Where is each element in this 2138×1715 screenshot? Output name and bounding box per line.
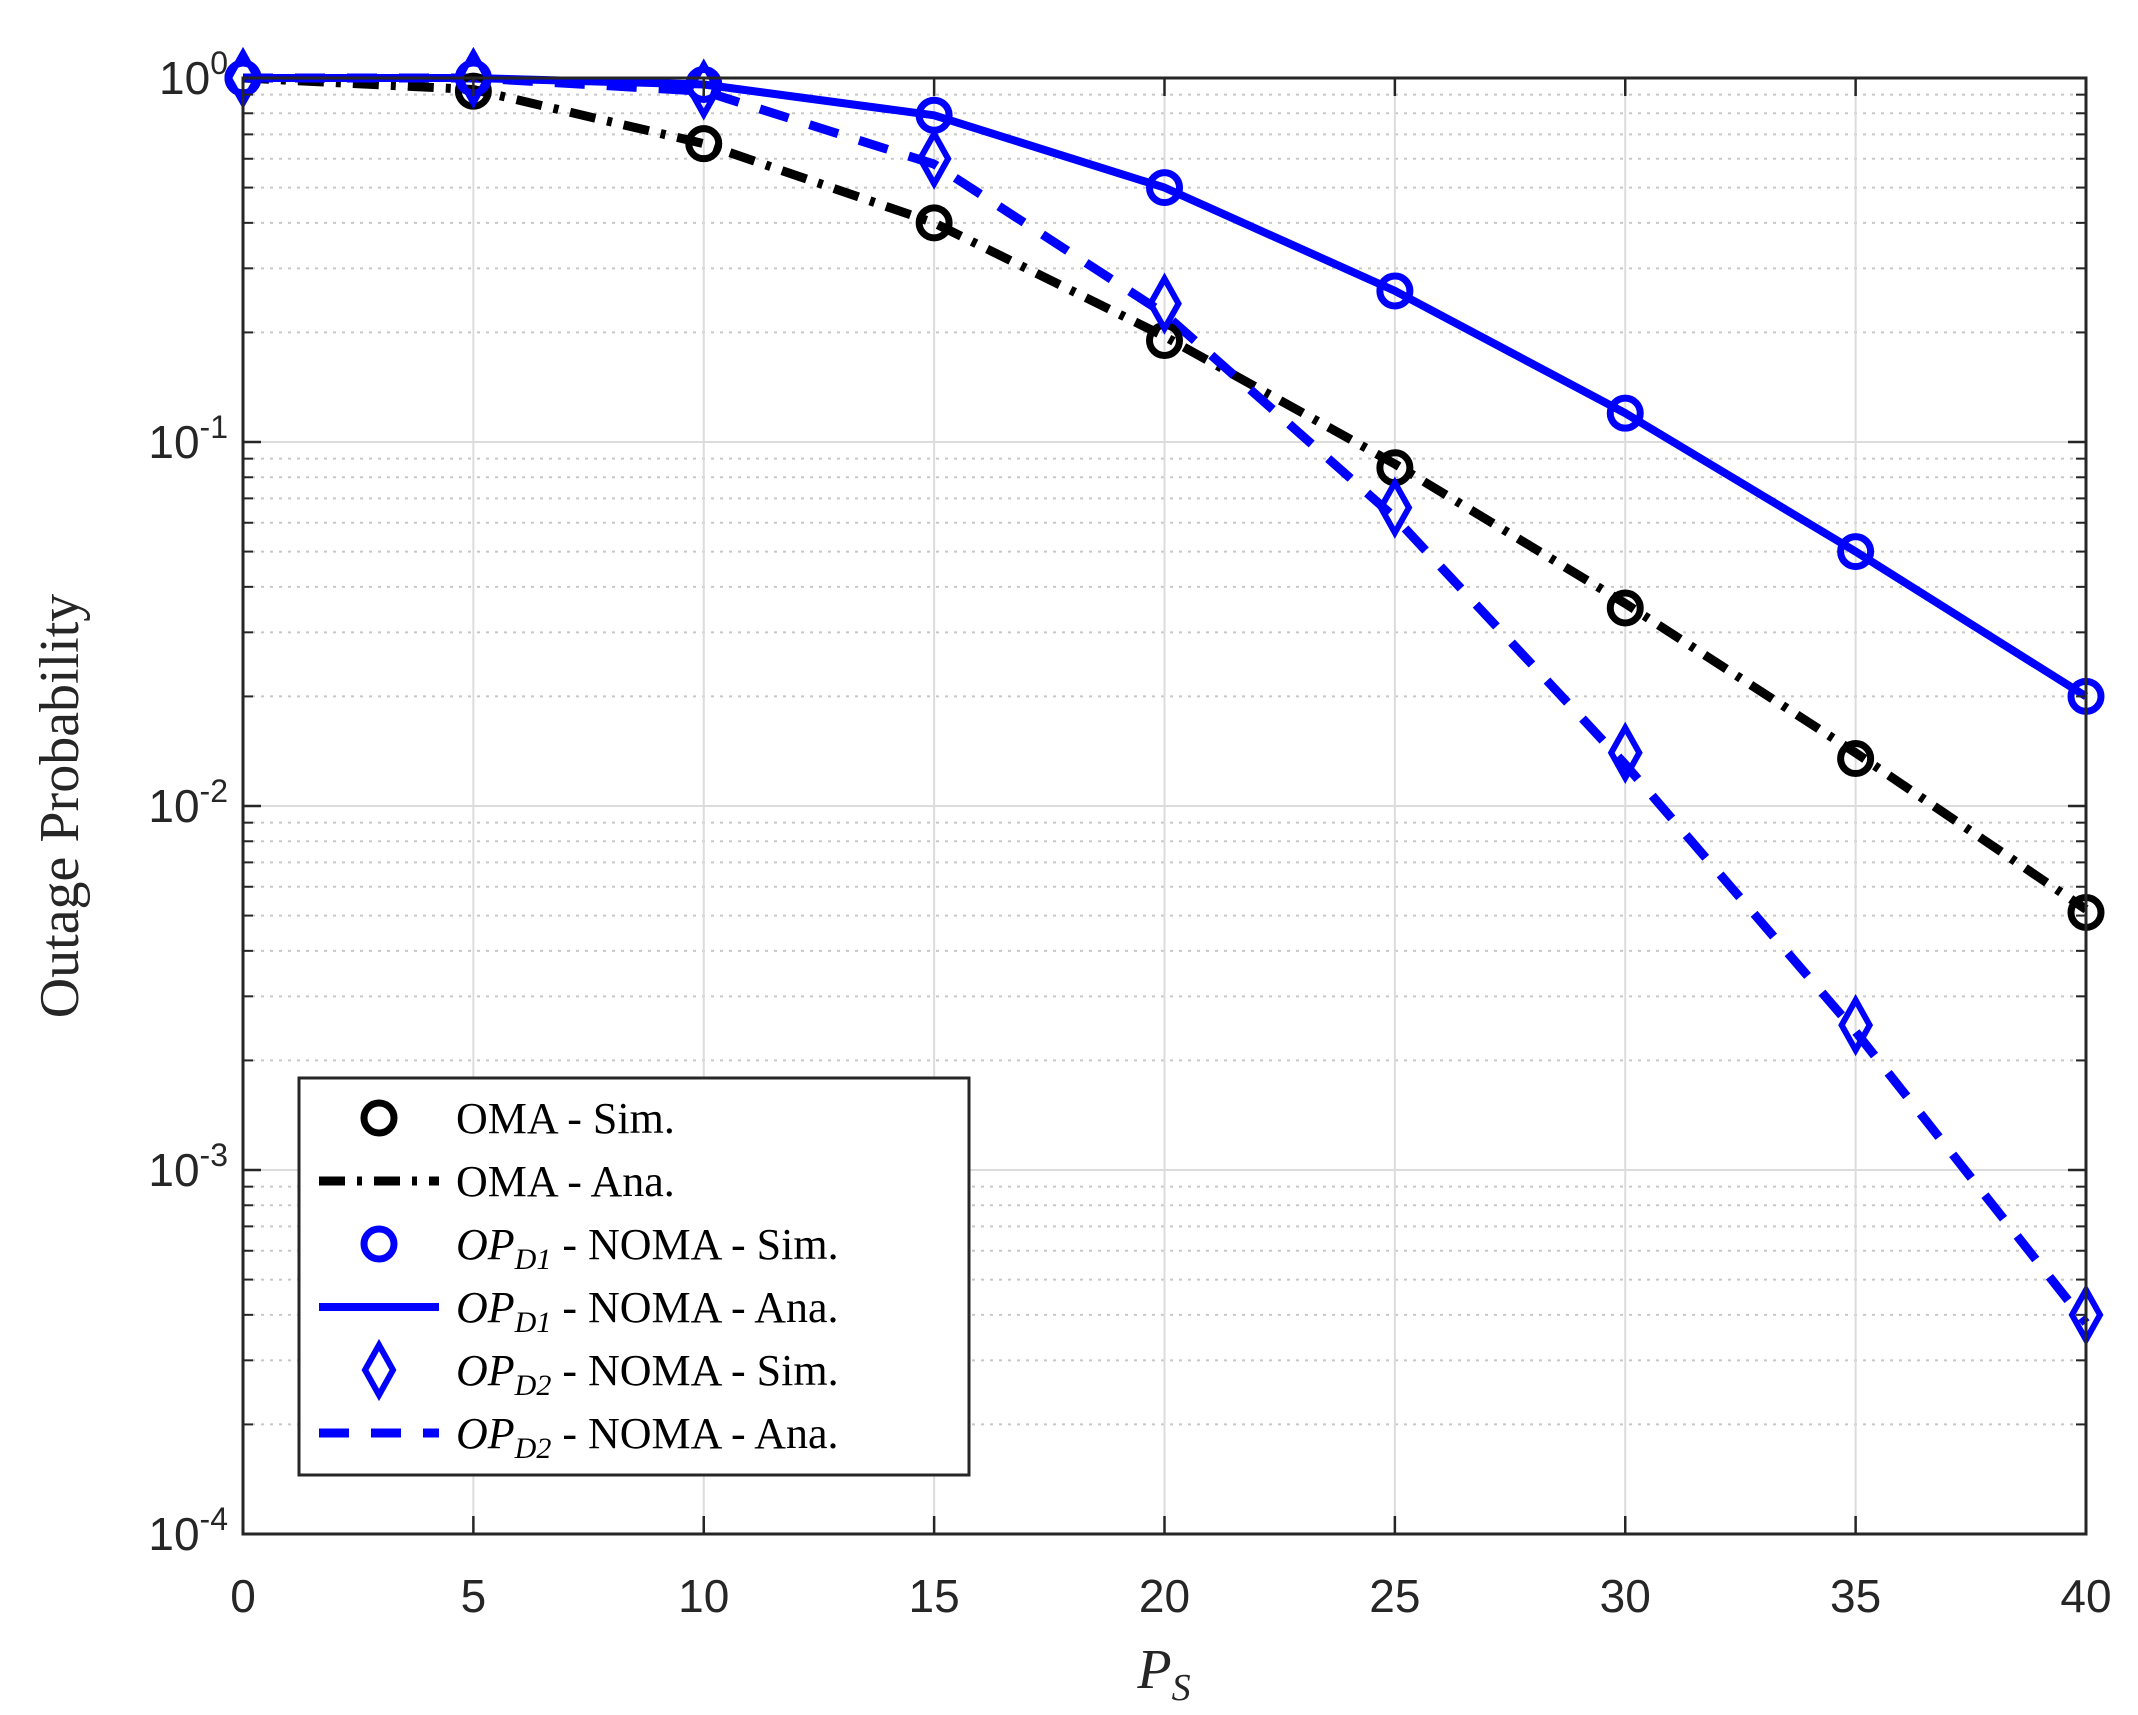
legend-marker-2 bbox=[360, 1225, 398, 1263]
legend-label-op: OP bbox=[456, 1409, 515, 1458]
y-tick-base: 10 bbox=[148, 416, 199, 468]
legend-label-rest: - NOMA - Ana. bbox=[551, 1409, 838, 1458]
legend-label-rest: - NOMA - Ana. bbox=[551, 1283, 838, 1332]
series-4-marker bbox=[916, 127, 952, 190]
legend-label-2: OPD1 - NOMA - Sim. bbox=[456, 1220, 839, 1276]
axis-labels: Outage Probability PS bbox=[29, 594, 1191, 1709]
y-tick-base: 10 bbox=[148, 780, 199, 832]
y-tick-label: 10-4 bbox=[148, 1501, 228, 1560]
y-tick-label: 10-3 bbox=[148, 1137, 228, 1196]
series-2-marker bbox=[1837, 533, 1875, 571]
y-tick-label: 10-2 bbox=[148, 773, 228, 832]
legend-label-subscript: D1 bbox=[514, 1306, 552, 1339]
y-tick-exponent: -3 bbox=[200, 1137, 228, 1173]
legend-label-subscript: D2 bbox=[514, 1369, 552, 1402]
series-line-3 bbox=[243, 74, 2089, 700]
legend-label-subscript: D2 bbox=[514, 1432, 552, 1465]
legend-label-op: OP bbox=[456, 1220, 515, 1269]
y-tick-exponent: -1 bbox=[200, 409, 228, 445]
legend-label-0: OMA - Sim. bbox=[456, 1094, 675, 1143]
legend-label-op: OP bbox=[456, 1283, 515, 1332]
series-0-marker bbox=[1837, 740, 1875, 778]
series-4-marker bbox=[455, 46, 491, 110]
x-tick-label: 15 bbox=[909, 1570, 960, 1622]
x-tick-label: 30 bbox=[1600, 1570, 1651, 1622]
series-0-marker bbox=[685, 125, 723, 163]
series-4-marker bbox=[1377, 476, 1413, 539]
legend-label-rest: - NOMA - Sim. bbox=[551, 1220, 838, 1269]
x-tick-label: 0 bbox=[230, 1570, 256, 1622]
legend-label-subscript: D1 bbox=[514, 1243, 552, 1276]
series-4-marker bbox=[1147, 272, 1182, 335]
x-axis-label: PS bbox=[1136, 1639, 1190, 1709]
legend-marker-0 bbox=[360, 1099, 398, 1137]
y-tick-exponent: 0 bbox=[210, 45, 228, 81]
y-axis-label: Outage Probability bbox=[29, 594, 91, 1019]
y-tick-label: 100 bbox=[159, 45, 228, 104]
legend: OMA - Sim.OMA - Ana.OPD1 - NOMA - Sim.OP… bbox=[297, 1076, 971, 1477]
legend-label-4: OPD2 - NOMA - Sim. bbox=[456, 1346, 839, 1402]
legend-marker-4 bbox=[361, 1338, 397, 1402]
series-2-marker bbox=[1146, 169, 1183, 207]
legend-label-3: OPD1 - NOMA - Ana. bbox=[456, 1283, 839, 1339]
series-4-marker bbox=[1838, 994, 1874, 1057]
series-2-marker bbox=[1606, 394, 1644, 432]
series-2-marker bbox=[1376, 272, 1414, 310]
x-tick-label: 40 bbox=[2060, 1570, 2111, 1622]
legend-label-rest: - NOMA - Sim. bbox=[551, 1346, 838, 1395]
legend-label-op: OP bbox=[456, 1346, 515, 1395]
y-tick-base: 10 bbox=[148, 1508, 199, 1560]
x-tick-label: 5 bbox=[461, 1570, 487, 1622]
legend-box bbox=[297, 1076, 971, 1477]
y-tick-base: 10 bbox=[148, 1144, 199, 1196]
y-tick-exponent: -2 bbox=[200, 773, 228, 809]
x-tick-label: 25 bbox=[1369, 1570, 1420, 1622]
legend-label-5: OPD2 - NOMA - Ana. bbox=[456, 1409, 839, 1465]
y-tick-base: 10 bbox=[159, 52, 210, 104]
series-0-marker bbox=[1606, 589, 1644, 627]
x-tick-label: 20 bbox=[1139, 1570, 1190, 1622]
x-tick-label: 10 bbox=[678, 1570, 729, 1622]
series-4-marker bbox=[1607, 721, 1643, 784]
series-4-marker bbox=[686, 58, 722, 121]
series-0-marker bbox=[915, 204, 953, 242]
legend-label-1: OMA - Ana. bbox=[456, 1157, 675, 1206]
y-tick-exponent: -4 bbox=[200, 1501, 228, 1537]
y-tick-label: 10-1 bbox=[148, 409, 228, 468]
x-tick-label: 35 bbox=[1830, 1570, 1881, 1622]
x-axis-label-main: P bbox=[1136, 1639, 1171, 1701]
x-axis-label-sub: S bbox=[1172, 1667, 1191, 1709]
